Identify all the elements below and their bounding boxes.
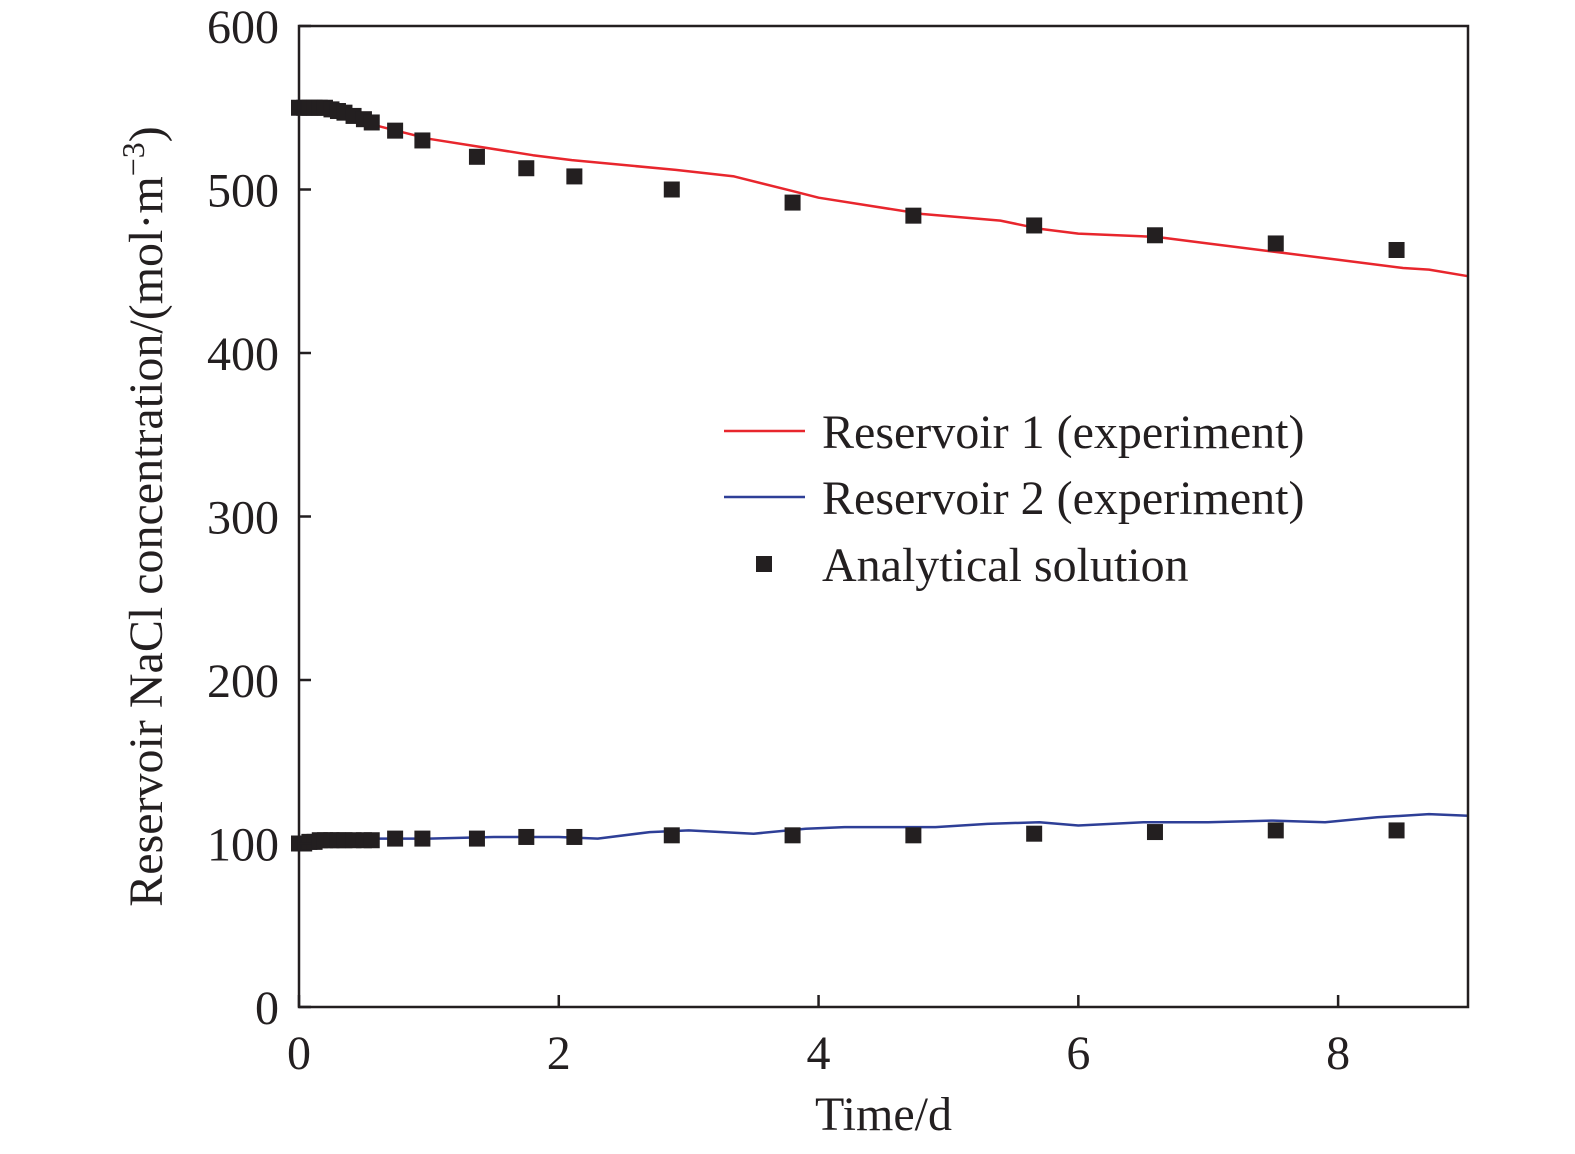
analytical-point <box>1146 227 1163 244</box>
analytical-point <box>1388 241 1405 258</box>
y-axis-title: Reservoir NaCl concentration/(mol·m−3) <box>115 126 173 906</box>
legend-marker <box>756 556 772 572</box>
y-tick-label: 300 <box>207 492 279 545</box>
analytical-point <box>414 830 431 847</box>
analytical-point <box>905 207 922 224</box>
legend-label-3: Analytical solution <box>822 539 1189 592</box>
analytical-point <box>518 160 535 177</box>
analytical-point <box>784 827 801 844</box>
x-axis-title: Time/d <box>815 1088 952 1141</box>
y-tick-label: 500 <box>207 165 279 218</box>
analytical-point <box>1146 824 1163 841</box>
analytical-point <box>1388 822 1405 839</box>
analytical-point <box>387 122 404 139</box>
analytical-point <box>663 827 680 844</box>
analytical-point <box>1026 217 1043 234</box>
analytical-point <box>566 168 583 185</box>
legend-label-1: Reservoir 1 (experiment) <box>822 406 1304 459</box>
analytical-point <box>363 114 380 131</box>
analytical-point <box>518 828 535 845</box>
analytical-point <box>414 132 431 149</box>
axes: 0 2 4 6 8 0 100 200 300 400 500 600 <box>207 1 1470 1080</box>
legend: Reservoir 1 (experiment) Reservoir 2 (exp… <box>724 406 1304 592</box>
x-tick-label: 2 <box>547 1027 571 1080</box>
x-tick-label: 4 <box>807 1027 831 1080</box>
analytical-point <box>566 828 583 845</box>
analytical-point <box>1267 235 1284 252</box>
analytical-point <box>1267 822 1284 839</box>
y-tick-label: 100 <box>207 819 279 872</box>
analytical-point <box>1026 825 1043 842</box>
analytical-point <box>363 832 380 849</box>
x-tick-label: 0 <box>287 1027 311 1080</box>
x-tick-label: 6 <box>1066 1027 1090 1080</box>
y-tick-label: 200 <box>207 655 279 708</box>
x-tick-label: 8 <box>1326 1027 1350 1080</box>
analytical-point <box>784 194 801 211</box>
analytical-point <box>468 148 485 165</box>
analytical-point <box>663 181 680 198</box>
plot-area <box>291 99 1469 852</box>
y-tick-label: 0 <box>255 982 279 1035</box>
legend-label-2: Reservoir 2 (experiment) <box>822 472 1304 525</box>
analytical-point <box>387 830 404 847</box>
y-axis-title-main: Reservoir NaCl concentration/(mol·m <box>120 176 173 906</box>
analytical-point <box>468 830 485 847</box>
y-tick-label: 400 <box>207 328 279 381</box>
y-axis-title-superscript: −3 <box>115 142 151 176</box>
y-axis-title-suffix: ) <box>120 126 173 142</box>
series-line-1 <box>299 106 1469 278</box>
analytical-point <box>905 827 922 844</box>
y-tick-label: 600 <box>207 1 279 54</box>
